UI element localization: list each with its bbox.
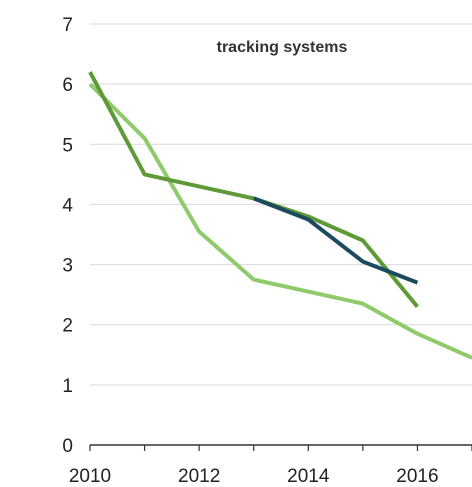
y-tick-label-2: 2 — [62, 316, 73, 337]
series-line-3 — [252, 196, 419, 285]
series-line-2 — [88, 71, 419, 308]
y-tick-label-1: 1 — [62, 376, 73, 397]
x-tick-label-2012: 2012 — [178, 466, 220, 487]
gridlines — [90, 23, 472, 386]
tick-labels: 0 1 2 3 4 5 6 7 2010 2012 2014 2016 — [62, 15, 438, 487]
chart-title: tracking systems — [217, 39, 348, 56]
x-tick-label-2010: 2010 — [69, 466, 111, 487]
y-tick-label-6: 6 — [62, 75, 73, 96]
y-tick-label-0: 0 — [62, 436, 73, 457]
x-tick-label-2014: 2014 — [287, 466, 330, 487]
y-tick-label-5: 5 — [62, 135, 73, 156]
x-tick-label-2016: 2016 — [396, 466, 438, 487]
y-tick-label-7: 7 — [62, 15, 73, 36]
y-tick-label-4: 4 — [62, 195, 73, 216]
axes — [89, 444, 472, 451]
y-tick-label-3: 3 — [62, 256, 73, 277]
series-lines — [88, 71, 472, 360]
series-line-1 — [88, 82, 472, 360]
